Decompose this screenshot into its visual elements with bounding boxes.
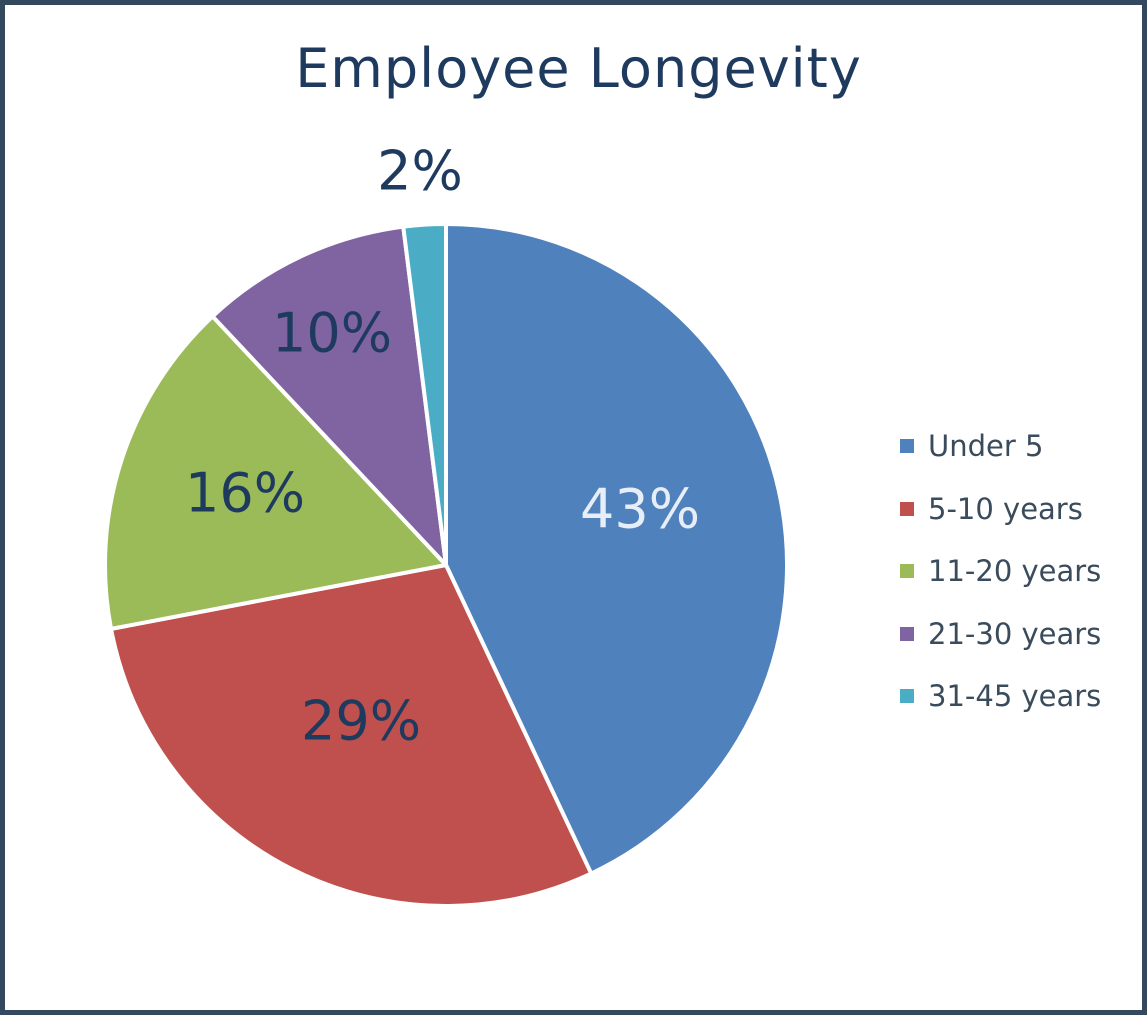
pie-slice-5-10-years xyxy=(109,563,594,908)
legend-item: 21-30 years xyxy=(900,603,1101,666)
legend-item: 31-45 years xyxy=(900,665,1101,728)
data-label-under-5: 43% xyxy=(580,478,700,541)
legend-swatch xyxy=(900,501,914,516)
data-label-21-30-years: 10% xyxy=(272,302,392,365)
legend-item: 5-10 years xyxy=(900,478,1101,541)
pie-chart: 43% 29% 16% 10% 2% xyxy=(103,140,789,908)
legend-label: Under 5 xyxy=(928,429,1044,464)
legend-swatch xyxy=(900,564,914,579)
pie-slice-under-5 xyxy=(444,222,789,876)
legend-item: Under 5 xyxy=(900,415,1101,478)
data-label-11-20-years: 16% xyxy=(185,462,305,525)
chart-title: Employee Longevity xyxy=(295,37,862,100)
legend-swatch xyxy=(900,439,914,454)
legend-label: 5-10 years xyxy=(928,491,1083,526)
data-label-31-45-years: 2% xyxy=(377,140,463,203)
legend-label: 11-20 years xyxy=(928,554,1102,589)
data-label-5-10-years: 29% xyxy=(301,690,421,753)
legend-item: 11-20 years xyxy=(900,540,1101,603)
pie-slice-21-30-years xyxy=(210,224,448,567)
pie-slice-31-45-years xyxy=(401,222,448,567)
legend-label: 31-45 years xyxy=(928,679,1102,714)
legend-swatch xyxy=(900,626,914,641)
legend-swatch xyxy=(900,689,914,704)
legend: Under 5 5-10 years 11-20 years 21-30 years 3… xyxy=(900,415,1101,728)
legend-label: 21-30 years xyxy=(928,616,1102,651)
pie-slice-11-20-years xyxy=(103,314,448,631)
